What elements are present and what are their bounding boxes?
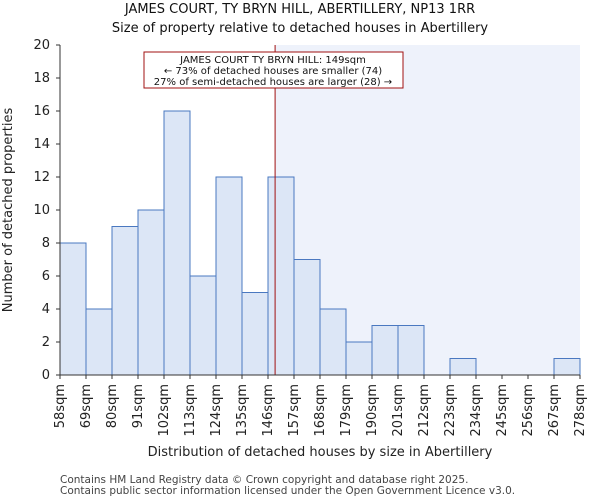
- x-tick-label: 146sqm: [261, 384, 276, 437]
- y-tick-label: 10: [33, 203, 50, 218]
- bar-179sqm: [345, 341, 373, 376]
- annotation-border: [143, 51, 404, 89]
- x-tick-label: 234sqm: [469, 384, 484, 437]
- y-tick-label: 12: [33, 170, 50, 185]
- x-tick-label: 201sqm: [391, 384, 406, 437]
- x-tick-label: 58sqm: [53, 384, 68, 428]
- x-tick-label: 157sqm: [287, 384, 302, 437]
- bars-group: [59, 110, 581, 376]
- bar-201sqm: [397, 325, 425, 376]
- x-tick-label: 80sqm: [105, 384, 120, 428]
- y-tick-label: 18: [33, 71, 50, 86]
- chart-subtitle: Size of property relative to detached ho…: [112, 21, 489, 36]
- x-tick-label: 190sqm: [365, 384, 380, 437]
- bar-190sqm: [371, 325, 399, 376]
- x-tick-label: 267sqm: [547, 384, 562, 437]
- x-tick-label: 278sqm: [573, 384, 588, 437]
- x-tick-label: 223sqm: [443, 384, 458, 437]
- y-tick-label: 6: [42, 269, 50, 284]
- bar-69sqm: [85, 308, 113, 376]
- x-tick-label: 69sqm: [79, 384, 94, 428]
- x-tick-label: 113sqm: [183, 384, 198, 437]
- chart-title: JAMES COURT, TY BRYN HILL, ABERTILLERY, …: [124, 2, 475, 17]
- x-axis-label: Distribution of detached houses by size …: [148, 445, 493, 460]
- x-tick-label: 256sqm: [521, 384, 536, 437]
- bar-80sqm: [111, 226, 139, 376]
- annotation-line-2: ← 73% of detached houses are smaller (74…: [164, 66, 382, 77]
- y-tick-label: 4: [42, 302, 50, 317]
- x-tick-label: 212sqm: [417, 384, 432, 437]
- annotation-box: JAMES COURT TY BRYN HILL: 149sqm ← 73% o…: [143, 51, 404, 89]
- bar-102sqm: [163, 110, 191, 376]
- x-tick-label: 102sqm: [157, 384, 172, 437]
- bar-113sqm: [189, 275, 217, 376]
- bar-58sqm: [59, 242, 87, 376]
- x-tick-label: 91sqm: [131, 384, 146, 428]
- x-axis: 58sqm 69sqm 80sqm 91sqm 102sqm 113sqm 124sqm 13…: [53, 374, 588, 437]
- footer-line-2: Contains public sector information licen…: [60, 485, 515, 497]
- y-axis: 0 2 4 6 8 10 12 14 16 18 20: [33, 38, 61, 383]
- y-tick-label: 0: [42, 368, 50, 383]
- x-tick-label: 245sqm: [495, 384, 510, 437]
- y-tick-label: 14: [33, 137, 50, 152]
- y-tick-label: 16: [33, 104, 50, 119]
- y-axis-label: Number of detached properties: [1, 108, 16, 313]
- x-tick-label: 179sqm: [339, 384, 354, 437]
- bar-146sqm: [267, 176, 295, 376]
- bar-91sqm: [137, 209, 165, 376]
- bar-168sqm: [319, 308, 347, 376]
- y-tick-label: 20: [33, 38, 50, 53]
- x-tick-label: 124sqm: [209, 384, 224, 437]
- bar-135sqm: [241, 292, 269, 376]
- footer-line-1: Contains HM Land Registry data © Crown c…: [60, 474, 468, 486]
- y-tick-label: 8: [42, 236, 50, 251]
- x-tick-label: 135sqm: [235, 384, 250, 437]
- bar-124sqm: [215, 176, 243, 376]
- annotation-line-1: JAMES COURT TY BRYN HILL: 149sqm: [179, 55, 366, 66]
- bar-223sqm: [449, 358, 477, 376]
- y-tick-label: 2: [42, 335, 50, 350]
- x-tick-label: 168sqm: [313, 384, 328, 437]
- bar-157sqm: [293, 259, 321, 376]
- bar-267sqm: [553, 358, 581, 376]
- annotation-line-3: 27% of semi-detached houses are larger (…: [154, 77, 392, 88]
